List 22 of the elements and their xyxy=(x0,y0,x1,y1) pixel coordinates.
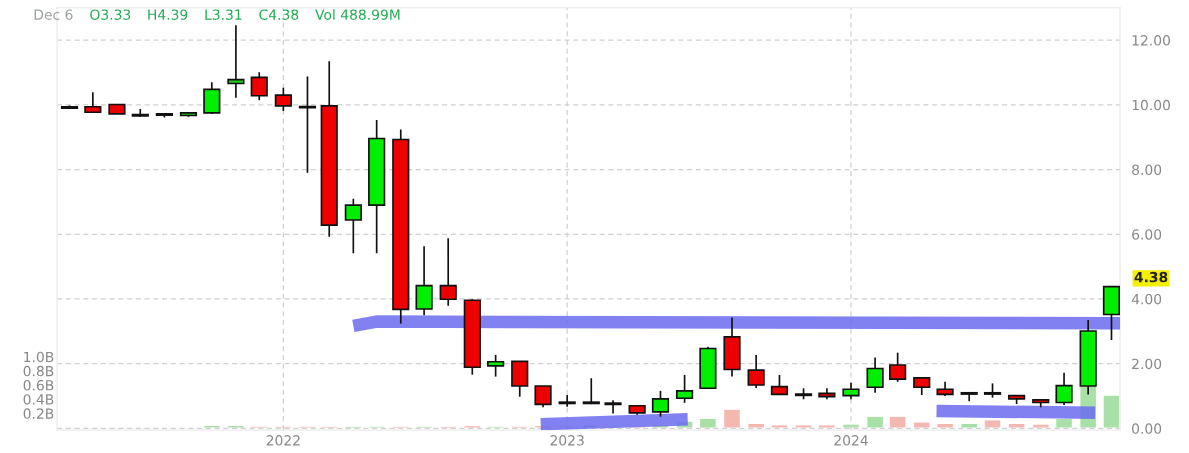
x-tick-label: 2023 xyxy=(550,435,584,446)
annotation: Vol 488.99M xyxy=(315,9,400,20)
y-tick-label: 10.00 xyxy=(1132,99,1170,111)
annotation: H4.39 xyxy=(148,9,188,20)
y2-tick-label: 0.4B xyxy=(23,394,54,405)
x-tick-label: 2022 xyxy=(266,435,300,446)
y2-tick-label: 0.2B xyxy=(23,408,54,419)
text: 4.38 xyxy=(1134,271,1168,283)
x-tick-label: 2024 xyxy=(834,435,868,446)
annotation: L3.31 xyxy=(205,9,242,20)
annotation: Dec 6 xyxy=(34,9,73,20)
y-tick-label: 0.00 xyxy=(1132,423,1162,434)
y2-tick-label: 1.0B xyxy=(24,351,54,363)
annotation: O3.33 xyxy=(90,9,131,20)
y2-tick-label: 0.6B xyxy=(23,380,54,391)
annotation: C4.38 xyxy=(259,9,299,20)
y-tick-label: 8.00 xyxy=(1132,164,1162,176)
y-tick-label: 4.00 xyxy=(1131,293,1162,305)
y2-tick-label: 0.8B xyxy=(23,365,54,377)
y-tick-label: 6.00 xyxy=(1132,229,1162,240)
y-tick-label: 12.00 xyxy=(1132,35,1170,46)
y-tick-label: 2.00 xyxy=(1132,358,1162,370)
